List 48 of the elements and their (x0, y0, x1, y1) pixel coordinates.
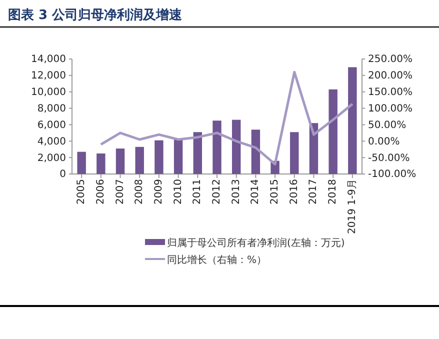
x-tick-label: 2011 (192, 179, 204, 204)
x-tick-label: 2012 (212, 179, 222, 204)
y-tick-label: 4,000 (37, 136, 66, 148)
x-tick-label: 2007 (114, 179, 126, 204)
x-tick-label: 2010 (172, 179, 184, 204)
y2-tick-label: 100.00% (368, 103, 412, 114)
bar (154, 140, 164, 174)
x-tick-label: 2017 (308, 179, 320, 204)
x-tick-label: 2016 (288, 179, 300, 204)
y-tick-label: 14,000 (31, 54, 66, 66)
x-tick-label: 2015 (270, 179, 281, 204)
bar (290, 132, 299, 174)
legend-label: 归属于母公司所有者净利润(左轴：万元) (167, 237, 345, 249)
y2-tick-label: -100.00% (368, 169, 416, 180)
x-tick-label: 2008 (134, 179, 146, 204)
y-tick-label: 6,000 (37, 120, 66, 131)
bar (77, 152, 86, 174)
bar (96, 153, 106, 174)
line-series (100, 70, 354, 166)
legend-label: 同比增长（右轴：%） (167, 254, 267, 266)
y2-tick-label: 250.00% (368, 54, 412, 66)
y2-tick-label: -50.00% (368, 152, 410, 164)
bar (251, 130, 260, 174)
bar (135, 146, 144, 174)
y2-tick-label: 0.00% (368, 136, 400, 148)
y-tick-label: 2,000 (37, 152, 66, 164)
x-tick-label: 2019 1-9月 (346, 179, 358, 234)
x-tick-label: 2014 (250, 179, 262, 204)
bar (212, 120, 222, 174)
y2-tick-label: 50.00% (368, 120, 406, 131)
chart-title: 图表 3 公司归母净利润及增速 (8, 7, 184, 23)
bar (116, 148, 125, 174)
x-tick-label: 2009 (153, 179, 164, 204)
x-tick-label: 2018 (328, 179, 339, 204)
x-tick-label: 2005 (76, 179, 88, 204)
y-tick-label: 8,000 (37, 103, 66, 114)
y-tick-label: 10,000 (31, 87, 66, 98)
y2-tick-label: 150.00% (368, 87, 412, 98)
bar (193, 132, 202, 174)
bar (348, 67, 357, 174)
bar (174, 140, 183, 174)
y2-tick-label: 200.00% (368, 70, 412, 82)
x-tick-label: 2013 (230, 179, 242, 204)
bar (328, 89, 338, 174)
x-tick-label: 2006 (95, 179, 106, 204)
bar (232, 120, 241, 174)
y-tick-label: 0 (60, 169, 66, 180)
y-tick-label: 12,000 (31, 70, 66, 82)
